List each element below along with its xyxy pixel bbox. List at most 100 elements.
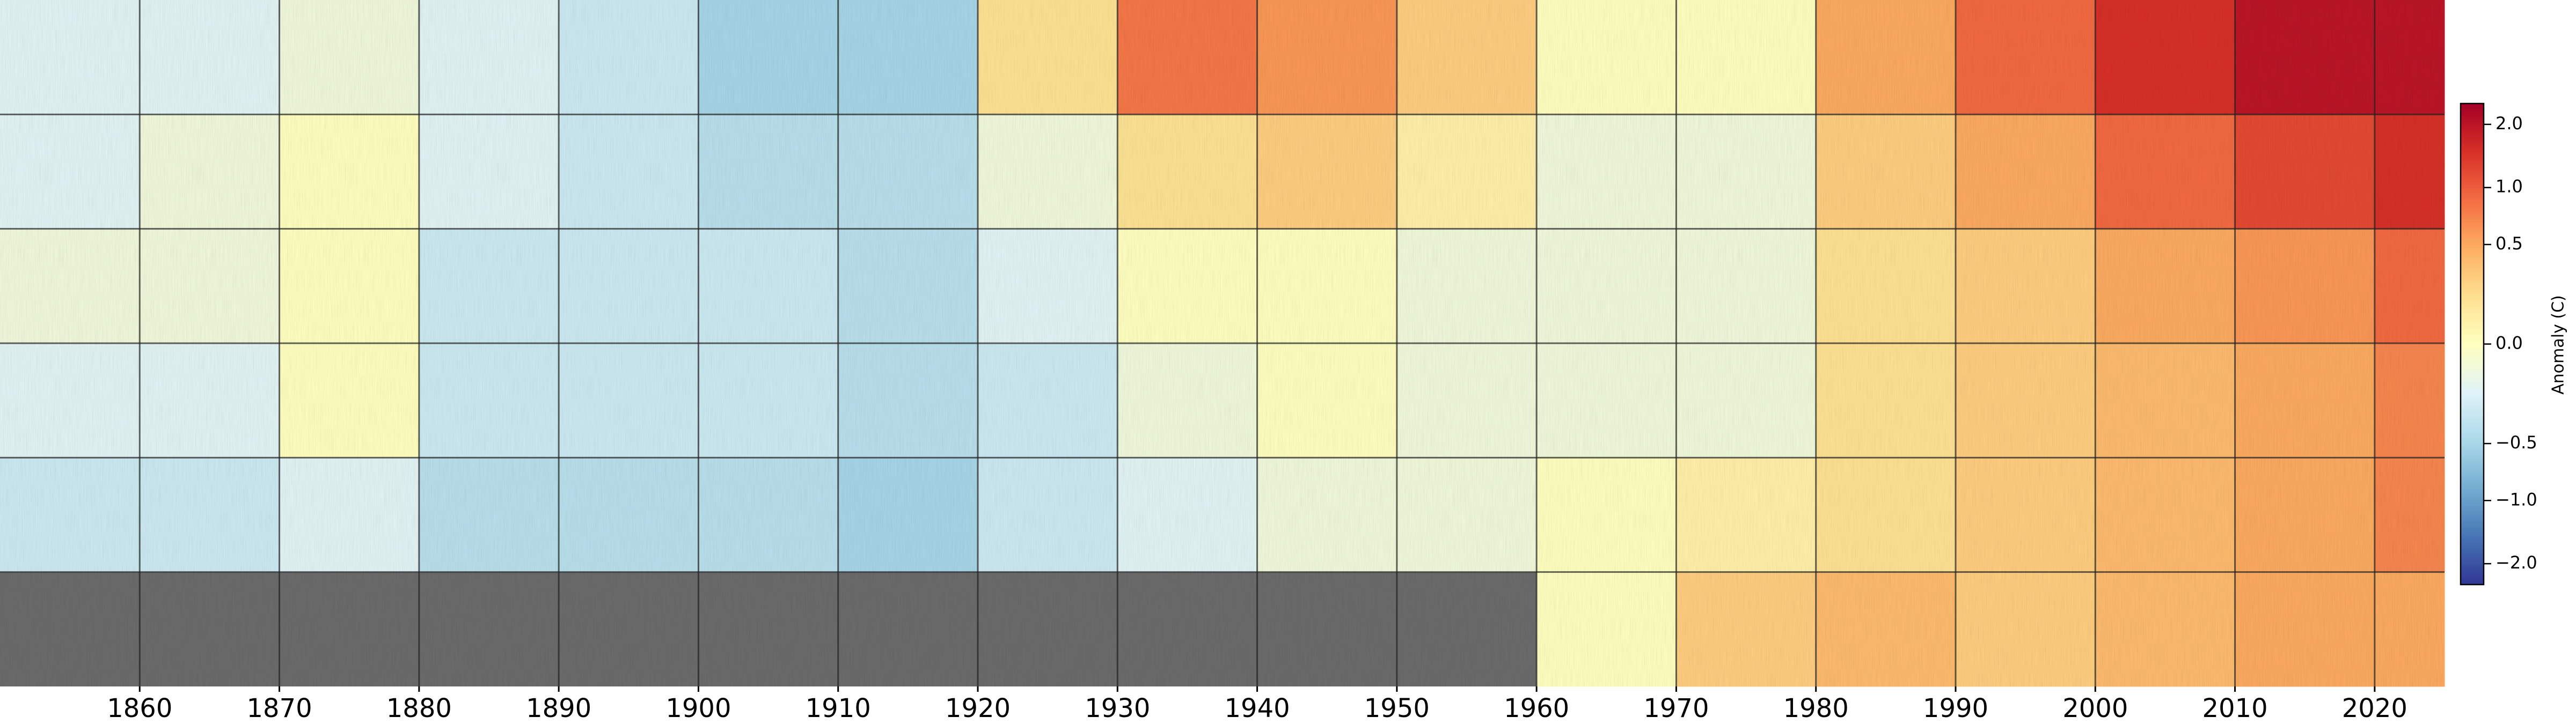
colorbar-segment <box>2461 144 2484 147</box>
colorbar-segment <box>2461 269 2484 272</box>
colorbar-segment <box>2461 257 2484 261</box>
colorbar-segment <box>2461 214 2484 217</box>
x-tick-label: 2000 <box>2062 693 2128 723</box>
colorbar-segment <box>2461 127 2484 130</box>
colorbar-segment <box>2461 440 2484 443</box>
colorbar-segment <box>2461 346 2484 350</box>
colorbar-segment <box>2461 464 2484 467</box>
colorbar-segment <box>2461 496 2484 499</box>
colorbar-segment <box>2461 293 2484 297</box>
colorbar-segment <box>2461 327 2484 330</box>
colorbar-segment <box>2461 378 2484 381</box>
x-tick-label: 1960 <box>1504 693 1569 723</box>
colorbar-segment <box>2461 197 2484 200</box>
colorbar-segment <box>2461 125 2484 128</box>
colorbar-segment <box>2461 202 2484 205</box>
colorbar-segment <box>2461 164 2484 167</box>
colorbar-segment <box>2461 159 2484 162</box>
colorbar-segment <box>2461 317 2484 321</box>
colorbar-segment <box>2461 139 2484 143</box>
colorbar-segment <box>2461 459 2484 462</box>
x-tick-label: 2010 <box>2202 693 2267 723</box>
x-tick-label: 1920 <box>945 693 1011 723</box>
colorbar-segment <box>2461 228 2484 232</box>
colorbar-segment <box>2461 271 2484 275</box>
colorbar-segment <box>2461 298 2484 301</box>
colorbar-segment <box>2461 300 2484 304</box>
x-tick-label: 1900 <box>665 693 731 723</box>
colorbar-segment <box>2461 353 2484 357</box>
colorbar-segment <box>2461 146 2484 150</box>
colorbar-segment <box>2461 260 2484 263</box>
colorbar-segment <box>2461 113 2484 116</box>
colorbar-segment <box>2461 567 2484 571</box>
colorbar-segment <box>2461 279 2484 282</box>
colorbar-segment <box>2461 253 2484 256</box>
colorbar-segment <box>2461 130 2484 133</box>
colorbar-segment <box>2461 435 2484 439</box>
colorbar-segment <box>2461 491 2484 494</box>
colorbar-segment <box>2461 166 2484 169</box>
colorbar-segment <box>2461 161 2484 164</box>
colorbar-segment <box>2461 291 2484 294</box>
colorbar-segment <box>2461 137 2484 140</box>
colorbar-segment <box>2461 556 2484 559</box>
colorbar-segment <box>2461 365 2484 368</box>
colorbar-segment <box>2461 505 2484 508</box>
colorbar-segment <box>2461 428 2484 431</box>
colorbar-segment <box>2461 303 2484 306</box>
colorbar-segment <box>2461 452 2484 455</box>
colorbar-tick-label: 0.5 <box>2496 233 2523 254</box>
x-tick-label: 1940 <box>1224 693 1290 723</box>
colorbar-segment <box>2461 209 2484 212</box>
colorbar-segment <box>2461 500 2484 504</box>
colorbar-segment <box>2461 538 2484 542</box>
colorbar-segment <box>2461 200 2484 203</box>
colorbar-segment <box>2461 324 2484 328</box>
colorbar-segment <box>2461 224 2484 227</box>
colorbar-segment <box>2461 558 2484 561</box>
colorbar-segment <box>2461 342 2484 345</box>
colorbar-segment <box>2461 407 2484 410</box>
colorbar-segment <box>2461 404 2484 407</box>
colorbar-segment <box>2461 245 2484 248</box>
colorbar-segment <box>2461 231 2484 234</box>
colorbar-segment <box>2461 382 2484 386</box>
colorbar-segment <box>2461 394 2484 397</box>
colorbar-segment <box>2461 519 2484 522</box>
colorbar-segment <box>2461 363 2484 366</box>
colorbar-segment <box>2461 104 2484 107</box>
colorbar-segment <box>2461 216 2484 219</box>
colorbar-segment <box>2461 332 2484 335</box>
colorbar-segment <box>2461 385 2484 388</box>
colorbar-segment <box>2461 402 2484 405</box>
x-tick-label: 1950 <box>1364 693 1430 723</box>
colorbar-segment <box>2461 423 2484 426</box>
colorbar-segment <box>2461 322 2484 326</box>
colorbar-segment <box>2461 284 2484 287</box>
colorbar-segment <box>2461 289 2484 292</box>
colorbar-segment <box>2461 117 2484 121</box>
colorbar-segment <box>2461 344 2484 347</box>
colorbar-segment <box>2461 399 2484 402</box>
colorbar-segment <box>2461 349 2484 352</box>
colorbar-segment <box>2461 240 2484 243</box>
colorbar-segment <box>2461 370 2484 373</box>
colorbar-segment <box>2461 358 2484 361</box>
colorbar-segment <box>2461 438 2484 441</box>
x-tick-label: 1980 <box>1783 693 1849 723</box>
colorbar-segment <box>2461 421 2484 424</box>
colorbar-segment <box>2461 375 2484 378</box>
colorbar-segment <box>2461 582 2484 585</box>
grid <box>0 0 2445 686</box>
colorbar-segment <box>2461 467 2484 470</box>
x-tick-label: 1990 <box>1923 693 1988 723</box>
colorbar-segment <box>2461 185 2484 188</box>
colorbar-segment <box>2461 243 2484 246</box>
colorbar-segment <box>2461 183 2484 186</box>
colorbar-segment <box>2461 281 2484 284</box>
colorbar-segment <box>2461 392 2484 395</box>
colorbar-segment <box>2461 171 2484 174</box>
colorbar-tick-label: −0.5 <box>2496 432 2537 453</box>
x-tick-label: 1970 <box>1643 693 1709 723</box>
